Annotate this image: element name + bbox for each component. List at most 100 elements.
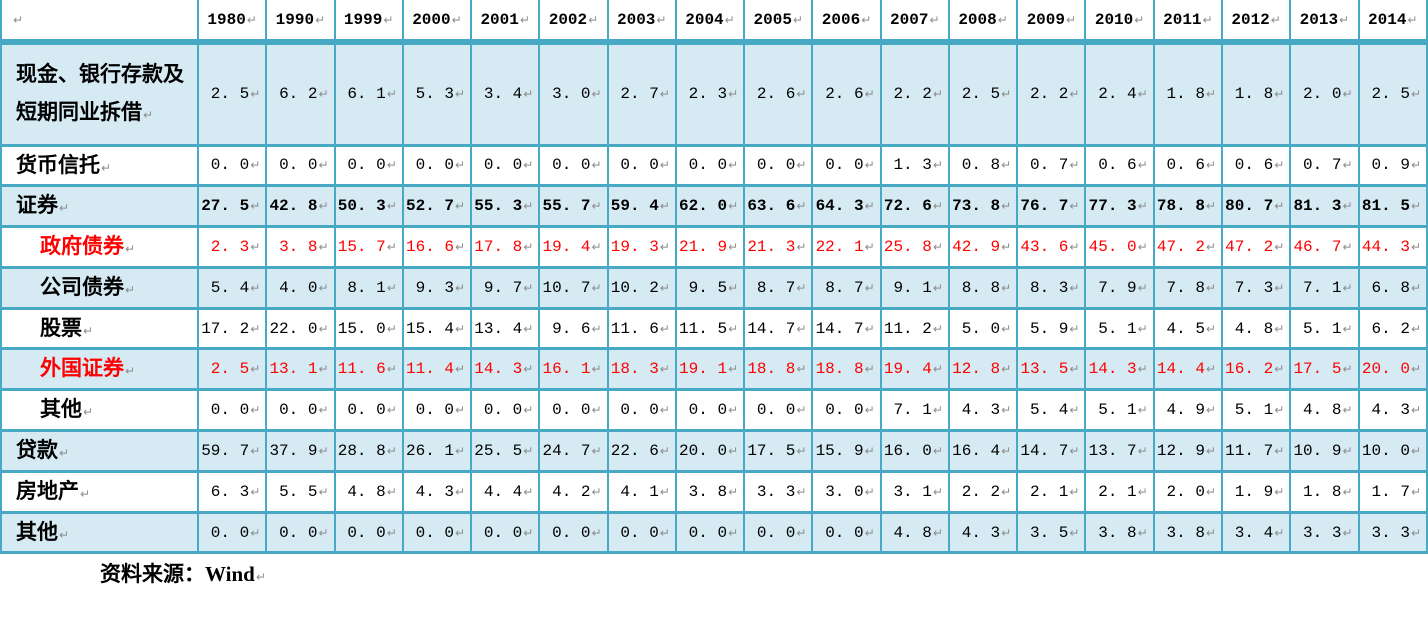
value-cell-2001: 25. 5↵: [470, 429, 541, 473]
row-label: 外国证券↵: [0, 347, 199, 392]
value-cell-1980: 27. 5↵: [196, 184, 268, 229]
cell-end-mark-icon: ↵: [1069, 443, 1080, 458]
table-row-10: 房地产↵ 6. 3↵ 5. 5↵ 4. 8↵ 4. 3↵ 4. 4↵ 4. 2↵ 4. 1↵ 3…: [0, 469, 1428, 514]
cell-end-mark-icon: ↵: [932, 484, 943, 499]
value-cell-2012: 7. 3↵: [1220, 265, 1292, 310]
cell-end-mark-icon: ↵: [246, 12, 257, 27]
value-cell-2003: 18. 3↵: [606, 347, 677, 392]
cell-end-mark-icon: ↵: [864, 158, 875, 173]
cell-end-mark-icon: ↵: [386, 280, 397, 295]
value-cell-2013: 1. 8↵: [1289, 469, 1360, 514]
cell-end-mark-icon: ↵: [796, 443, 807, 458]
cell-end-mark-icon: ↵: [1274, 280, 1285, 295]
cell-end-mark-icon: ↵: [1274, 158, 1285, 173]
cell-end-mark-icon: ↵: [796, 280, 807, 295]
value-cell-2002: 0. 0↵: [538, 510, 609, 555]
cell-end-mark-icon: ↵: [796, 158, 807, 173]
cell-end-mark-icon: ↵: [659, 158, 670, 173]
value-cell-2003: 0. 0↵: [606, 388, 677, 433]
value-cell-2009: 3. 5↵: [1016, 510, 1087, 555]
value-cell-2011: 4. 5↵: [1152, 306, 1223, 351]
value-cell-2002: 0. 0↵: [538, 388, 609, 433]
cell-end-mark-icon: ↵: [455, 525, 466, 540]
value-cell-2004: 21. 9↵: [674, 225, 746, 269]
value-cell-1980: 5. 4↵: [196, 265, 268, 310]
cell-end-mark-icon: ↵: [591, 403, 602, 418]
value-cell-2003: 4. 1↵: [606, 469, 677, 514]
cell-end-mark-icon: ↵: [728, 321, 739, 336]
table-row-8: 其他↵ 0. 0↵ 0. 0↵ 0. 0↵ 0. 0↵ 0. 0↵ 0. 0↵ 0. 0↵ 0.…: [0, 388, 1428, 433]
cell-end-mark-icon: ↵: [1410, 199, 1421, 214]
value-cell-2011: 1. 8↵: [1152, 40, 1223, 147]
year-header-2004: 2004↵: [674, 0, 746, 45]
value-cell-2012: 1. 8↵: [1220, 40, 1292, 147]
cell-end-mark-icon: ↵: [1001, 239, 1012, 254]
value-cell-2010: 13. 7↵: [1084, 429, 1155, 473]
cell-end-mark-icon: ↵: [250, 158, 261, 173]
value-cell-2009: 5. 4↵: [1016, 388, 1087, 433]
value-cell-1980: 2. 3↵: [196, 225, 268, 269]
value-cell-2005: 0. 0↵: [743, 388, 814, 433]
cell-end-mark-icon: ↵: [1202, 12, 1213, 27]
cell-end-mark-icon: ↵: [1069, 484, 1080, 499]
corner-cell: ↵: [0, 0, 199, 45]
value-cell-1990: 22. 0↵: [265, 306, 336, 351]
value-cell-1999: 15. 0↵: [333, 306, 404, 351]
value-cell-2002: 55. 7↵: [538, 184, 609, 229]
cell-end-mark-icon: ↵: [1274, 484, 1285, 499]
cell-end-mark-icon: ↵: [864, 87, 875, 102]
cell-end-mark-icon: ↵: [1205, 321, 1216, 336]
value-cell-1980: 2. 5↵: [196, 40, 268, 147]
value-cell-2005: 2. 6↵: [743, 40, 814, 147]
cell-end-mark-icon: ↵: [1205, 87, 1216, 102]
cell-end-mark-icon: ↵: [792, 12, 803, 27]
value-cell-2006: 0. 0↵: [811, 143, 882, 188]
cell-end-mark-icon: ↵: [591, 525, 602, 540]
value-cell-1990: 13. 1↵: [265, 347, 336, 392]
value-cell-2001: 0. 0↵: [470, 510, 541, 555]
value-cell-2004: 19. 1↵: [674, 347, 746, 392]
value-cell-2014: 6. 8↵: [1357, 265, 1428, 310]
value-cell-1999: 11. 6↵: [333, 347, 404, 392]
value-cell-1999: 0. 0↵: [333, 143, 404, 188]
value-cell-2008: 5. 0↵: [947, 306, 1019, 351]
value-cell-2011: 14. 4↵: [1152, 347, 1223, 392]
value-cell-1999: 50. 3↵: [333, 184, 404, 229]
value-cell-2007: 2. 2↵: [879, 40, 950, 147]
cell-end-mark-icon: ↵: [1274, 239, 1285, 254]
value-cell-2006: 14. 7↵: [811, 306, 882, 351]
value-cell-2002: 16. 1↵: [538, 347, 609, 392]
value-cell-2004: 62. 0↵: [674, 184, 746, 229]
cell-end-mark-icon: ↵: [728, 280, 739, 295]
value-cell-1990: 0. 0↵: [265, 510, 336, 555]
year-header-1980: 1980↵: [196, 0, 268, 45]
value-cell-2010: 0. 6↵: [1084, 143, 1155, 188]
value-cell-2002: 4. 2↵: [538, 469, 609, 514]
cell-end-mark-icon: ↵: [864, 443, 875, 458]
cell-end-mark-icon: ↵: [1001, 87, 1012, 102]
value-cell-2012: 11. 7↵: [1220, 429, 1292, 473]
value-cell-2005: 21. 3↵: [743, 225, 814, 269]
row-label: 货币信托↵: [0, 143, 199, 188]
cell-end-mark-icon: ↵: [83, 323, 94, 338]
cell-end-mark-icon: ↵: [455, 321, 466, 336]
value-cell-1999: 0. 0↵: [333, 510, 404, 555]
value-cell-2013: 4. 8↵: [1289, 388, 1360, 433]
value-cell-1980: 0. 0↵: [196, 388, 268, 433]
cell-end-mark-icon: ↵: [80, 486, 91, 501]
cell-end-mark-icon: ↵: [1274, 362, 1285, 377]
value-cell-2005: 0. 0↵: [743, 143, 814, 188]
year-header-row: ↵ 1980↵ 1990↵ 1999↵ 2000↵ 2001↵ 2002↵ 2003↵ 200…: [0, 0, 1428, 45]
cell-end-mark-icon: ↵: [1137, 362, 1148, 377]
cell-end-mark-icon: ↵: [932, 525, 943, 540]
value-cell-1990: 6. 2↵: [265, 40, 336, 147]
cell-end-mark-icon: ↵: [455, 484, 466, 499]
cell-end-mark-icon: ↵: [591, 484, 602, 499]
value-cell-2001: 9. 7↵: [470, 265, 541, 310]
cell-end-mark-icon: ↵: [59, 446, 70, 461]
value-cell-2011: 4. 9↵: [1152, 388, 1223, 433]
value-cell-2003: 0. 0↵: [606, 143, 677, 188]
cell-end-mark-icon: ↵: [1205, 158, 1216, 173]
cell-end-mark-icon: ↵: [932, 362, 943, 377]
value-cell-2000: 15. 4↵: [401, 306, 473, 351]
